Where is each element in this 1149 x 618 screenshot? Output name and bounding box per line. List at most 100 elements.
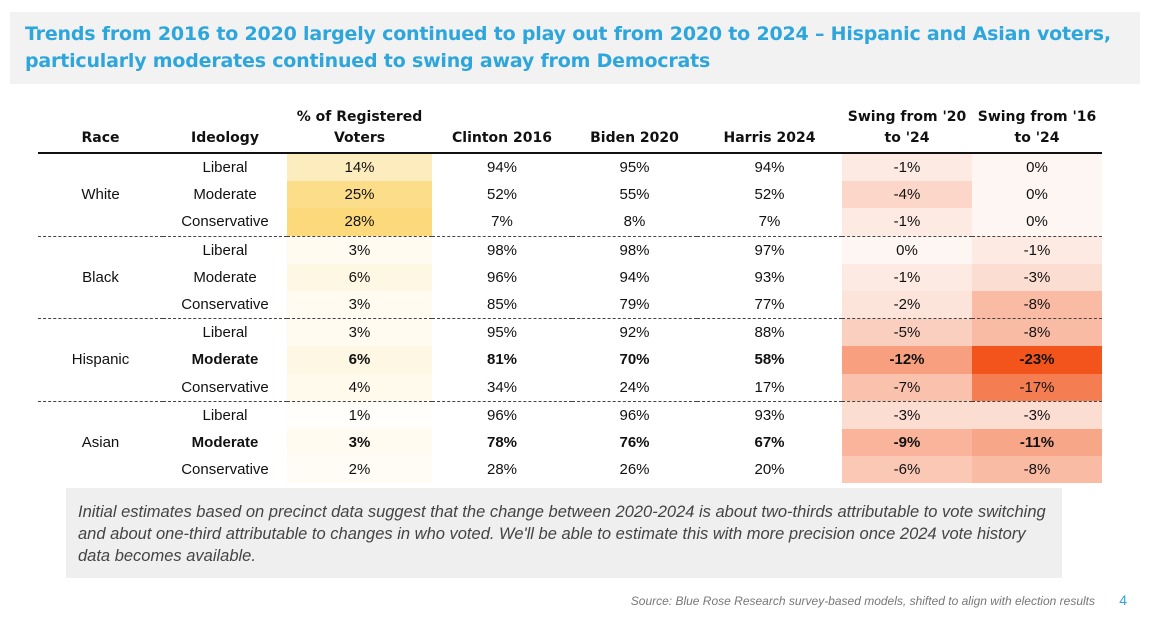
table-row: White Liberal 14% 94% 95% 94% -1% 0%: [38, 153, 1102, 237]
col-header-harris: Harris 2024: [697, 106, 842, 154]
voter-swing-table: Race Ideology % of Registered Voters Cli…: [38, 106, 1102, 484]
swing-20-24-cell: -12%: [842, 346, 972, 374]
table-row: Conservative 3% 85% 79% 77% -2% -8%: [38, 290, 1102, 320]
page-number: 4: [1119, 592, 1127, 608]
clinton-2016-cell: 98%: [486, 241, 518, 259]
swing-16-24-cell: -8%: [972, 318, 1102, 347]
clinton-2016-cell: 78%: [486, 433, 518, 451]
biden-2020-cell: 24%: [572, 373, 697, 402]
biden-2020-cell: 55%: [619, 186, 650, 204]
swing-16-24-cell: 0%: [972, 208, 1102, 237]
title-banner: Trends from 2016 to 2020 largely continu…: [10, 12, 1140, 84]
harris-2024-cell: 20%: [754, 461, 785, 479]
harris-2024-cell: 97%: [754, 241, 785, 259]
biden-2020-cell: 76%: [619, 433, 650, 451]
race-cell: Asian: [81, 433, 120, 451]
harris-2024-cell: 7%: [697, 208, 842, 237]
swing-20-24-cell: -4%: [842, 181, 972, 209]
harris-2024-cell: 93%: [754, 406, 785, 424]
table-row: Moderate 25% 52% 55% 52% -4% 0%: [38, 181, 1102, 209]
swing-16-24-cell: -8%: [972, 290, 1102, 320]
biden-2020-cell: 98%: [619, 241, 650, 259]
swing-16-24-cell: -1%: [972, 236, 1102, 264]
registered-pct-cell: 28%: [287, 208, 432, 237]
swing-20-24-cell: -1%: [842, 153, 972, 182]
registered-pct-cell: 1%: [287, 401, 432, 429]
biden-2020-cell: 92%: [619, 324, 650, 342]
swing-16-24-cell: 0%: [972, 153, 1102, 182]
clinton-2016-cell: 34%: [432, 373, 572, 402]
registered-pct-cell: 6%: [287, 346, 432, 374]
registered-pct-cell: 6%: [287, 263, 432, 291]
registered-pct-cell: 25%: [287, 181, 432, 209]
harris-2024-cell: 93%: [754, 268, 785, 286]
ideology-cell: Moderate: [193, 268, 257, 286]
swing-16-24-cell: -3%: [972, 401, 1102, 429]
swing-16-24-cell: -23%: [972, 346, 1102, 374]
registered-pct-cell: 3%: [287, 290, 432, 320]
swing-20-24-cell: 0%: [842, 236, 972, 264]
clinton-2016-cell: 96%: [486, 406, 518, 424]
race-cell: White: [38, 153, 163, 237]
col-header-race: Race: [38, 106, 163, 154]
biden-2020-cell: 70%: [619, 351, 650, 369]
harris-2024-cell: 67%: [754, 433, 785, 451]
ideology-cell: Conservative: [181, 461, 269, 479]
slide-title: Trends from 2016 to 2020 largely continu…: [25, 23, 1111, 72]
biden-2020-cell: 79%: [572, 290, 697, 320]
table-row: Black Liberal 3% 98% 98% 97% 0% -1%: [38, 236, 1102, 320]
footnote-box: Initial estimates based on precinct data…: [66, 488, 1062, 578]
harris-2024-cell: 94%: [754, 159, 785, 177]
swing-16-24-cell: -8%: [972, 456, 1102, 484]
col-header-ideology: Ideology: [163, 106, 287, 154]
table-row: Conservative 28% 7% 8% 7% -1% 0%: [38, 208, 1102, 237]
table-row: Asian Liberal 1% 96% 96% 93% -3% -3%: [38, 401, 1102, 451]
registered-pct-cell: 3%: [287, 236, 432, 264]
ideology-cell: Liberal: [202, 324, 248, 342]
swing-16-24-cell: 0%: [972, 181, 1102, 209]
footnote-text: Initial estimates based on precinct data…: [78, 503, 1046, 565]
ideology-cell: Moderate: [193, 186, 257, 204]
registered-pct-cell: 3%: [287, 428, 432, 457]
registered-pct-cell: 4%: [287, 373, 432, 402]
table-row: Moderate 3% 78% 76% 67% -9% -11%: [38, 428, 1102, 457]
col-header-clinton: Clinton 2016: [432, 106, 572, 154]
ideology-cell: Liberal: [202, 241, 248, 259]
clinton-2016-cell: 52%: [486, 186, 518, 204]
swing-20-24-cell: -5%: [842, 318, 972, 347]
table-row: Moderate 6% 96% 94% 93% -1% -3%: [38, 263, 1102, 291]
swing-16-24-cell: -3%: [972, 263, 1102, 291]
ideology-cell: Moderate: [191, 433, 259, 451]
clinton-2016-cell: 96%: [486, 268, 518, 286]
ideology-cell: Conservative: [163, 373, 287, 402]
col-header-swing-20-24: Swing from '20 to '24: [842, 106, 972, 154]
race-cell: Black: [38, 236, 163, 320]
harris-2024-cell: 58%: [754, 351, 785, 369]
clinton-2016-cell: 7%: [432, 208, 572, 237]
table-row: Moderate 6% 81% 70% 58% -12% -23%: [38, 346, 1102, 374]
registered-pct-cell: 2%: [287, 456, 432, 484]
table-body: White Liberal 14% 94% 95% 94% -1% 0% Moderate 25%…: [38, 153, 1102, 484]
ideology-cell: Moderate: [191, 351, 259, 369]
swing-20-24-cell: -1%: [842, 208, 972, 237]
swing-20-24-cell: -2%: [842, 290, 972, 320]
swing-16-24-cell: -11%: [972, 428, 1102, 457]
col-header-swing-16-24: Swing from '16 to '24: [972, 106, 1102, 154]
biden-2020-cell: 95%: [619, 159, 650, 177]
header-row: Race Ideology % of Registered Voters Cli…: [38, 106, 1102, 154]
source-note: Source: Blue Rose Research survey-based …: [630, 594, 1095, 608]
harris-2024-cell: 88%: [754, 324, 785, 342]
clinton-2016-cell: 94%: [486, 159, 518, 177]
clinton-2016-cell: 85%: [432, 290, 572, 320]
ideology-cell: Liberal: [202, 406, 248, 424]
biden-2020-cell: 96%: [619, 406, 650, 424]
swing-20-24-cell: -7%: [842, 373, 972, 402]
registered-pct-cell: 3%: [287, 318, 432, 347]
ideology-cell: Conservative: [163, 208, 287, 237]
clinton-2016-cell: 81%: [486, 351, 518, 369]
harris-2024-cell: 52%: [754, 186, 785, 204]
biden-2020-cell: 26%: [619, 461, 650, 479]
harris-2024-cell: 77%: [697, 290, 842, 320]
race-cell: Hispanic: [38, 318, 163, 402]
swing-20-24-cell: -6%: [842, 456, 972, 484]
